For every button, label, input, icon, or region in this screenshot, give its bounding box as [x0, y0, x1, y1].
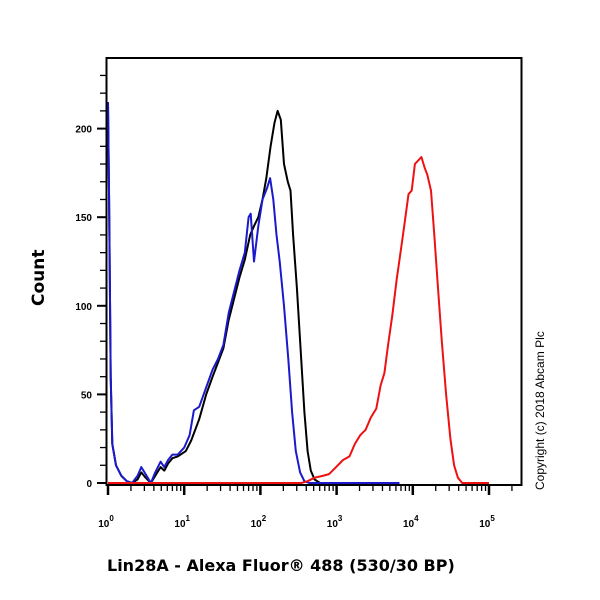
x-axis: 100 101 102 103 104 105 — [98, 485, 513, 530]
y-tick-label: 0 — [86, 479, 92, 490]
x-tick-label: 103 — [327, 514, 343, 530]
x-tick-label: 104 — [403, 514, 419, 530]
x-tick-label: 100 — [98, 514, 114, 530]
y-tick-label: 50 — [81, 390, 93, 401]
blue-isotype-curve — [107, 101, 400, 484]
plot-frame — [105, 57, 523, 486]
y-axis: 0 50 100 150 200 — [75, 74, 106, 490]
x-tick-label: 105 — [479, 514, 495, 530]
copyright-annotation: Copyright (c) 2018 Abcam Plc — [533, 331, 547, 490]
black-control-curve — [107, 101, 400, 484]
x-tick-label: 102 — [251, 514, 267, 530]
x-axis-label: Lin28A - Alexa Fluor® 488 (530/30 BP) — [107, 556, 455, 575]
y-tick-label: 150 — [75, 213, 92, 224]
x-tick-label: 101 — [174, 514, 190, 530]
histogram-curves — [107, 101, 489, 484]
y-tick-label: 200 — [75, 125, 92, 136]
y-tick-label: 100 — [75, 302, 92, 313]
y-axis-label: Count — [29, 250, 49, 307]
red-lin28a-curve — [108, 156, 489, 484]
